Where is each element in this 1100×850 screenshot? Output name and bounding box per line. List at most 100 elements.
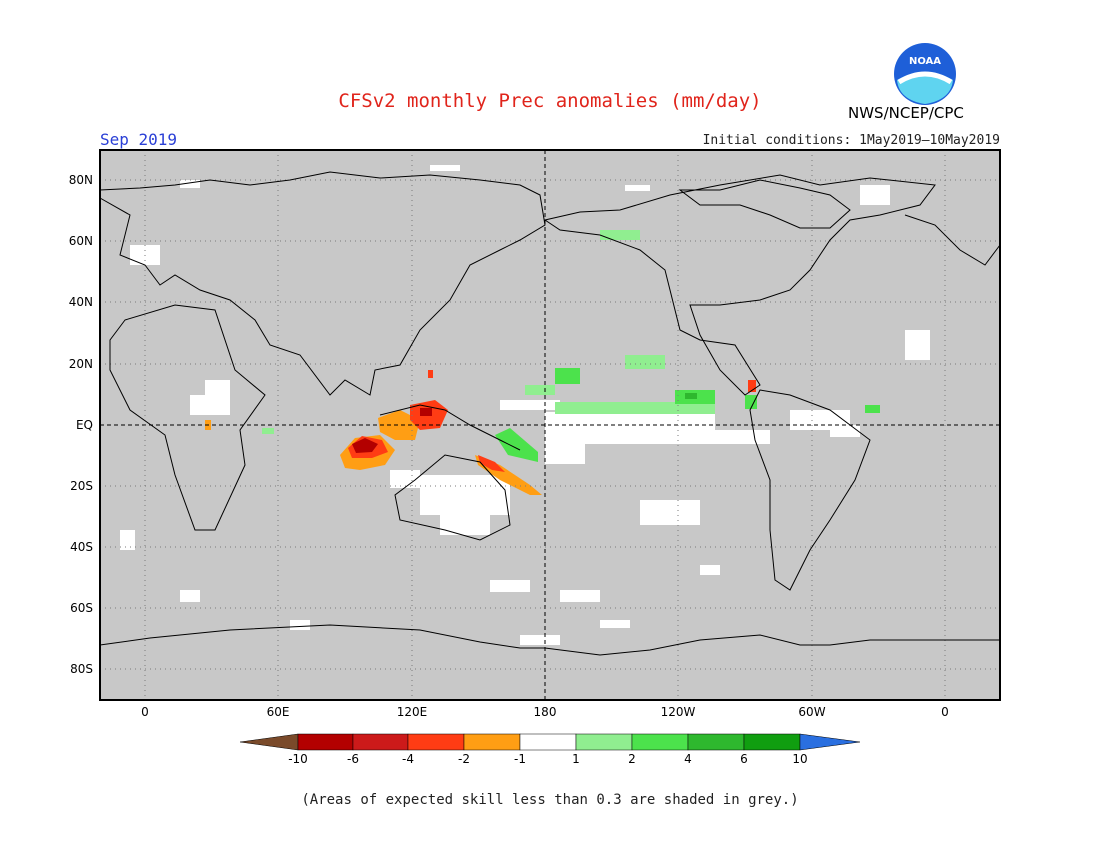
caribbean-wet [745, 395, 757, 409]
spacific-white-1 [640, 500, 700, 525]
colorbar-label: -4 [402, 752, 414, 766]
australia-white-1 [420, 475, 510, 515]
noaa-logo: NOAA [893, 42, 957, 106]
lat-label: EQ [76, 418, 93, 432]
antarctica-coast [99, 624, 1000, 656]
atlantic-wet [865, 405, 880, 413]
south-white-4 [180, 590, 200, 602]
south-white-5 [290, 620, 310, 630]
colorbar-label: -10 [288, 752, 308, 766]
south-white-3 [700, 565, 720, 575]
noaa-logo-text: NOAA [909, 56, 941, 67]
noaa-logo-wave [897, 72, 953, 104]
lat-label: 80N [69, 173, 93, 187]
colorbar-swatch [407, 733, 465, 751]
colorbar-label: 4 [684, 752, 692, 766]
initial-conditions: Initial conditions: 1May2019—10May2019 [702, 133, 1000, 148]
central-america-dry [748, 380, 756, 392]
samerica-white-2 [830, 425, 860, 437]
colorbar-label: 2 [628, 752, 636, 766]
pacific-white-band-4 [500, 400, 560, 410]
australia-white-3 [390, 470, 420, 488]
maritime-dry-outer [378, 410, 420, 440]
colorbar-swatch [631, 733, 689, 751]
colorbar-label: -6 [347, 752, 359, 766]
indian-wet [262, 428, 274, 434]
philippines-dry [428, 370, 433, 378]
alaska-wet [600, 230, 640, 240]
coastlines [99, 171, 1001, 656]
colorbar-label: 1 [572, 752, 580, 766]
lat-labels: 80N 60N 40N 20N EQ 20S 40S 60S 80S [69, 173, 93, 676]
lat-label: 40S [70, 540, 93, 554]
maritime-continent-coast [379, 404, 521, 451]
lon-label: 60W [798, 705, 825, 719]
colorbar-swatch [575, 733, 633, 751]
spcz-wet [495, 428, 538, 462]
satlantic-white [120, 530, 135, 550]
indian-ocean-dry-core [352, 438, 378, 453]
south-white-2 [560, 590, 600, 602]
borneo-dry-core [420, 408, 432, 416]
colorbar-swatch [687, 733, 745, 751]
north-america-coast [543, 174, 936, 396]
graticule [100, 150, 1000, 700]
arctic-islands-coast [678, 179, 851, 229]
hawaii-wet [555, 368, 580, 384]
australia-white-2 [440, 510, 490, 535]
arctic-white-3 [625, 185, 650, 191]
epacific-wet [625, 355, 665, 369]
lon-label: 60E [267, 705, 290, 719]
atlantic-white [905, 330, 930, 360]
africa-coast [109, 304, 266, 531]
colorbar-swatch [519, 733, 577, 751]
colorbar-label: -1 [514, 752, 526, 766]
lat-label: 20S [70, 479, 93, 493]
lat-label: 20N [69, 357, 93, 371]
lat-label: 40N [69, 295, 93, 309]
south-white-6 [600, 620, 630, 628]
lat-label: 60S [70, 601, 93, 615]
south-america-coast [749, 389, 871, 591]
lon-label: 0 [141, 705, 149, 719]
colorbar-label: -2 [458, 752, 470, 766]
colorbar-arrow-left [239, 733, 299, 751]
eurasia-coast [99, 171, 546, 396]
lon-label: 180 [534, 705, 557, 719]
south-white-7 [520, 635, 560, 645]
dry-anomaly-patches [205, 370, 756, 495]
colorbar-swatch [297, 733, 354, 751]
africa-white-2 [205, 380, 230, 400]
lat-label: 80S [70, 662, 93, 676]
itcz-wet-band [555, 402, 715, 414]
npacific-wet [525, 385, 555, 395]
noaa-logo-gull [897, 71, 953, 85]
png-dry-core [478, 455, 505, 472]
arctic-white-2 [180, 180, 200, 188]
colorbar [239, 733, 861, 751]
lon-label: 0 [941, 705, 949, 719]
lon-label: 120E [397, 705, 428, 719]
wet-anomaly-patches [262, 230, 880, 462]
lon-label: 120W [661, 705, 696, 719]
europe-east-coast [904, 214, 1001, 266]
white-anomaly-patches [120, 165, 930, 645]
lat-label: 60N [69, 234, 93, 248]
pacific-white-band-3 [650, 430, 770, 444]
lon-labels: 0 60E 120E 180 120W 60W 0 [141, 705, 949, 719]
south-white-1 [490, 580, 530, 592]
organization-label: NWS/NCEP/CPC [848, 104, 964, 122]
colorbar-arrow-right [799, 733, 861, 751]
colorbar-labels: -10 -6 -4 -2 -1 1 2 4 6 10 [288, 752, 807, 766]
colorbar-label: 10 [792, 752, 807, 766]
skill-footnote: (Areas of expected skill less than 0.3 a… [301, 792, 799, 808]
colorbar-swatch [352, 733, 409, 751]
chart-title: CFSv2 monthly Prec anomalies (mm/day) [338, 90, 762, 112]
colorbar-label: 6 [740, 752, 748, 766]
map-frame [99, 149, 1001, 701]
colorbar-swatch [463, 733, 521, 751]
arctic-white-1 [430, 165, 460, 171]
forecast-month: Sep 2019 [100, 130, 178, 149]
australia-coast [394, 454, 511, 541]
